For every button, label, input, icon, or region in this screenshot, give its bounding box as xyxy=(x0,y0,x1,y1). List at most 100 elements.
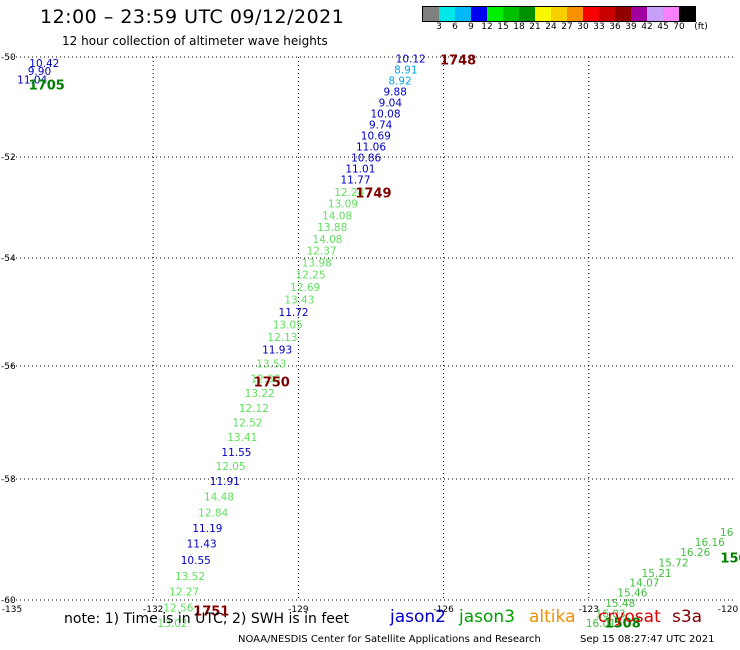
scale-label: 27 xyxy=(561,22,573,32)
lat-tick-label: -50 xyxy=(1,53,16,63)
scale-label: 9 xyxy=(468,22,474,32)
swh-value: 11.43 xyxy=(187,539,217,551)
swh-value: 12.84 xyxy=(198,507,228,519)
swh-value: 13.22 xyxy=(245,388,275,400)
scale-swatch xyxy=(679,7,695,21)
lat-tick-label: -56 xyxy=(1,362,16,372)
pass-time-label: 1748 xyxy=(440,54,476,69)
lon-tick-label: -135 xyxy=(2,605,22,615)
swh-value: 13.09 xyxy=(328,198,358,210)
swh-value: 14.07 xyxy=(629,577,659,589)
scale-swatch xyxy=(615,7,631,21)
axis-tick-labels: -50 -52 -54 -56 -58 -60-135 -132 -129 -126 -123 -1… xyxy=(1,53,738,615)
lat-tick-label: -54 xyxy=(1,254,16,264)
legend-jason2: jason2 xyxy=(390,607,446,627)
swh-value: 12.24 xyxy=(334,187,364,199)
pass-time-label: 1508 xyxy=(605,616,641,631)
swh-value: 12.30 xyxy=(250,373,280,385)
swh-value: 9.04 xyxy=(379,98,403,110)
swh-value: 12.12 xyxy=(239,403,269,415)
swh-value: 11.04 xyxy=(17,75,47,87)
scale-swatch xyxy=(439,7,455,21)
swh-value: 16.26 xyxy=(680,547,710,559)
lon-tick-label: -129 xyxy=(288,605,309,615)
swh-value: 10.55 xyxy=(181,555,211,567)
scale-swatch xyxy=(551,7,567,21)
scale-swatch xyxy=(471,7,487,21)
swh-value: 11.77 xyxy=(340,175,370,187)
credit-text: NOAA/NESDIS Center for Satellite Applica… xyxy=(238,634,541,645)
gridlines xyxy=(8,56,734,601)
lon-tick-label: -120 xyxy=(718,605,739,615)
scale-swatch xyxy=(567,7,583,21)
pass-time-label: 1749 xyxy=(355,186,391,201)
swh-value: 12.25 xyxy=(295,270,325,282)
scale-label: 33 xyxy=(593,22,605,32)
swh-value: 11.19 xyxy=(192,523,222,535)
scale-label: 15 xyxy=(497,22,509,32)
scale-swatch xyxy=(647,7,663,21)
swh-value: 15.72 xyxy=(658,557,688,569)
swh-value: 14.08 xyxy=(322,211,352,223)
swh-value: 12.69 xyxy=(290,282,320,294)
lon-tick-label: -132 xyxy=(143,605,163,615)
lat-tick-label: -60 xyxy=(1,596,16,606)
swh-value: 9.90 xyxy=(28,66,51,78)
map-title: 12:00 – 23:59 UTC 09/12/2021 xyxy=(40,6,345,28)
scale-swatch xyxy=(599,7,615,21)
swh-value: 13.02 xyxy=(158,618,188,630)
scale-swatch xyxy=(455,7,471,21)
swh-value: 15.46 xyxy=(617,588,647,600)
lat-tick-label: -52 xyxy=(1,153,16,163)
lon-tick-label: -126 xyxy=(433,605,454,615)
scale-swatch xyxy=(535,7,551,21)
swh-value: 16.01 xyxy=(586,618,616,630)
swh-value: 8.91 xyxy=(394,65,417,77)
swh-value: 13.43 xyxy=(284,295,314,307)
swh-value: 9.88 xyxy=(384,87,407,99)
swh-value: 12.05 xyxy=(216,461,246,473)
scale-label: 12 xyxy=(481,22,493,32)
swh-value: 15.48 xyxy=(605,598,635,610)
pass-time-label: 1751 xyxy=(193,604,229,619)
swh-value: 16.03 xyxy=(596,608,626,620)
swh-value: 13.98 xyxy=(302,257,332,269)
swh-value: 8.92 xyxy=(388,76,411,88)
swh-value: 13.05 xyxy=(273,319,303,331)
scale-swatch xyxy=(519,7,535,21)
legend-jason3: jason3 xyxy=(459,607,515,627)
swh-value: 12.56 xyxy=(163,602,193,614)
timestamp-text: Sep 15 08:27:47 UTC 2021 xyxy=(580,634,715,645)
scale-label: 24 xyxy=(545,22,557,32)
swh-value: 12.27 xyxy=(169,587,199,599)
scale-label: 36 xyxy=(609,22,621,32)
note-text: note: 1) Time is in UTC; 2) SWH is in fe… xyxy=(64,611,350,627)
scale-label: 18 xyxy=(513,22,525,32)
scale-swatch xyxy=(583,7,599,21)
pass-time-label: 1750 xyxy=(254,375,290,390)
scale-unit: (ft) xyxy=(694,22,708,32)
swh-value: 12.52 xyxy=(233,418,263,430)
swh-value: 16 xyxy=(720,527,734,539)
scale-label: 3 xyxy=(436,22,442,32)
swh-value: 10.08 xyxy=(370,109,400,121)
swh-value: 11.55 xyxy=(221,447,251,459)
pass-time-label: 150 xyxy=(720,552,740,567)
swh-value: 10.69 xyxy=(361,131,391,143)
swh-value: 11.72 xyxy=(279,307,309,319)
legend-cryosat: cryosat xyxy=(598,607,661,627)
scale-label: 21 xyxy=(529,22,541,32)
swh-value: 11.93 xyxy=(262,344,292,356)
lat-tick-label: -58 xyxy=(1,475,16,485)
swh-value: 13.88 xyxy=(317,222,347,234)
swh-value: 10.12 xyxy=(396,54,426,66)
scale-label: 70 xyxy=(673,22,685,32)
swh-value: 12.13 xyxy=(267,332,297,344)
swh-value: 9.74 xyxy=(369,120,393,132)
scale-label: 30 xyxy=(577,22,589,32)
scale-swatch xyxy=(631,7,647,21)
scale-label: 45 xyxy=(657,22,669,32)
scale-swatch xyxy=(487,7,503,21)
